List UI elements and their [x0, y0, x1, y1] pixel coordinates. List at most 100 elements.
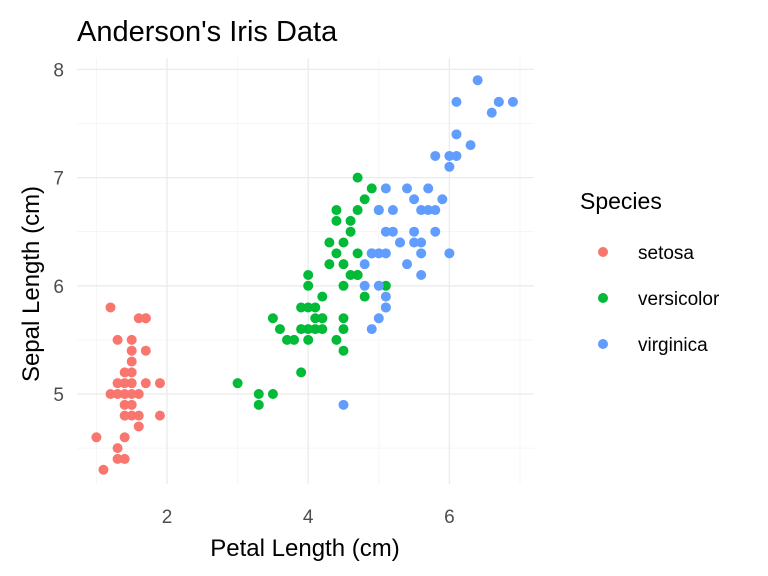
data-point-virginica: [416, 205, 427, 216]
x-tick-label: 4: [303, 507, 314, 528]
data-point-setosa: [133, 313, 144, 324]
x-tick-label: 6: [444, 507, 455, 528]
data-point-versicolor: [338, 237, 349, 248]
data-point-virginica: [373, 280, 384, 291]
data-point-virginica: [409, 226, 420, 237]
data-point-setosa: [119, 453, 130, 464]
y-tick-label: 7: [53, 169, 64, 190]
data-point-setosa: [133, 410, 144, 421]
data-point-setosa: [133, 389, 144, 399]
data-point-setosa: [105, 302, 116, 313]
data-point-setosa: [126, 334, 137, 345]
data-point-versicolor: [296, 367, 307, 378]
data-point-versicolor: [232, 378, 243, 389]
data-point-virginica: [373, 248, 384, 259]
legend-key-setosa: [598, 247, 608, 257]
data-point-virginica: [423, 183, 434, 194]
data-point-versicolor: [303, 324, 314, 335]
y-tick-label: 8: [53, 60, 64, 81]
data-point-virginica: [430, 205, 441, 216]
data-point-setosa: [140, 313, 151, 324]
data-point-virginica: [380, 226, 391, 237]
data-point-versicolor: [267, 389, 278, 399]
data-point-virginica: [394, 237, 405, 248]
data-point-virginica: [465, 140, 476, 151]
data-point-virginica: [409, 237, 420, 248]
data-point-versicolor: [352, 172, 363, 183]
data-point-virginica: [444, 161, 455, 172]
data-point-versicolor: [359, 291, 370, 302]
data-point-setosa: [126, 410, 137, 421]
data-point-versicolor: [345, 215, 356, 226]
data-point-setosa: [119, 367, 130, 378]
data-point-virginica: [402, 183, 413, 194]
data-point-versicolor: [303, 302, 314, 313]
data-point-versicolor: [352, 205, 363, 216]
data-point-virginica: [380, 183, 391, 194]
data-point-setosa: [112, 389, 123, 399]
y-axis-ticks: 5 6 7 8: [53, 60, 64, 406]
y-tick-label: 5: [53, 385, 64, 406]
data-point-versicolor: [296, 302, 307, 313]
data-point-setosa: [140, 345, 151, 356]
data-point-setosa: [126, 378, 137, 389]
data-point-virginica: [373, 313, 384, 324]
data-point-virginica: [430, 226, 441, 237]
data-point-versicolor: [345, 226, 356, 237]
data-point-virginica: [444, 150, 455, 161]
data-point-virginica: [380, 302, 391, 313]
legend-label-versicolor: versicolor: [638, 289, 720, 310]
data-point-virginica: [359, 259, 370, 270]
plot-points: [91, 75, 518, 475]
data-point-versicolor: [253, 399, 264, 410]
legend-key-virginica: [598, 339, 608, 349]
data-point-versicolor: [331, 215, 342, 226]
data-point-virginica: [387, 226, 398, 237]
x-axis-title: Petal Length (cm): [210, 535, 399, 562]
data-point-virginica: [387, 205, 398, 216]
chart-title: Anderson's Iris Data: [77, 16, 338, 48]
data-point-versicolor: [338, 280, 349, 291]
legend-key-versicolor: [598, 293, 608, 303]
data-point-versicolor: [274, 324, 285, 335]
data-point-setosa: [112, 443, 123, 454]
data-point-versicolor: [359, 194, 370, 205]
data-point-versicolor: [324, 237, 335, 248]
data-point-versicolor: [303, 269, 314, 280]
data-point-versicolor: [310, 324, 321, 335]
data-point-virginica: [472, 75, 483, 86]
data-point-versicolor: [282, 334, 293, 345]
data-point-setosa: [154, 410, 165, 421]
data-point-setosa: [126, 367, 137, 378]
data-point-virginica: [437, 194, 448, 205]
legend: Species setosa versicolor virginica: [580, 188, 720, 356]
data-point-versicolor: [338, 313, 349, 324]
data-point-versicolor: [380, 280, 391, 291]
legend-label-setosa: setosa: [638, 243, 694, 264]
y-tick-label: 6: [53, 277, 64, 298]
data-point-versicolor: [310, 313, 321, 324]
data-point-setosa: [112, 378, 123, 389]
data-point-versicolor: [317, 324, 328, 335]
data-point-virginica: [444, 248, 455, 259]
data-point-virginica: [366, 248, 377, 259]
data-point-setosa: [119, 399, 130, 410]
data-point-setosa: [98, 464, 109, 475]
data-point-setosa: [126, 345, 137, 356]
data-point-versicolor: [331, 248, 342, 259]
data-point-setosa: [126, 399, 137, 410]
data-point-virginica: [380, 291, 391, 302]
data-point-setosa: [126, 389, 137, 399]
data-point-virginica: [409, 194, 420, 205]
data-point-versicolor: [310, 302, 321, 313]
data-point-versicolor: [253, 389, 264, 399]
data-point-virginica: [423, 205, 434, 216]
data-point-virginica: [380, 248, 391, 259]
data-point-versicolor: [338, 345, 349, 356]
data-point-versicolor: [338, 324, 349, 335]
data-point-setosa: [154, 378, 165, 389]
data-point-versicolor: [296, 324, 307, 335]
data-point-setosa: [119, 389, 130, 399]
data-point-setosa: [126, 356, 137, 367]
data-point-virginica: [416, 237, 427, 248]
